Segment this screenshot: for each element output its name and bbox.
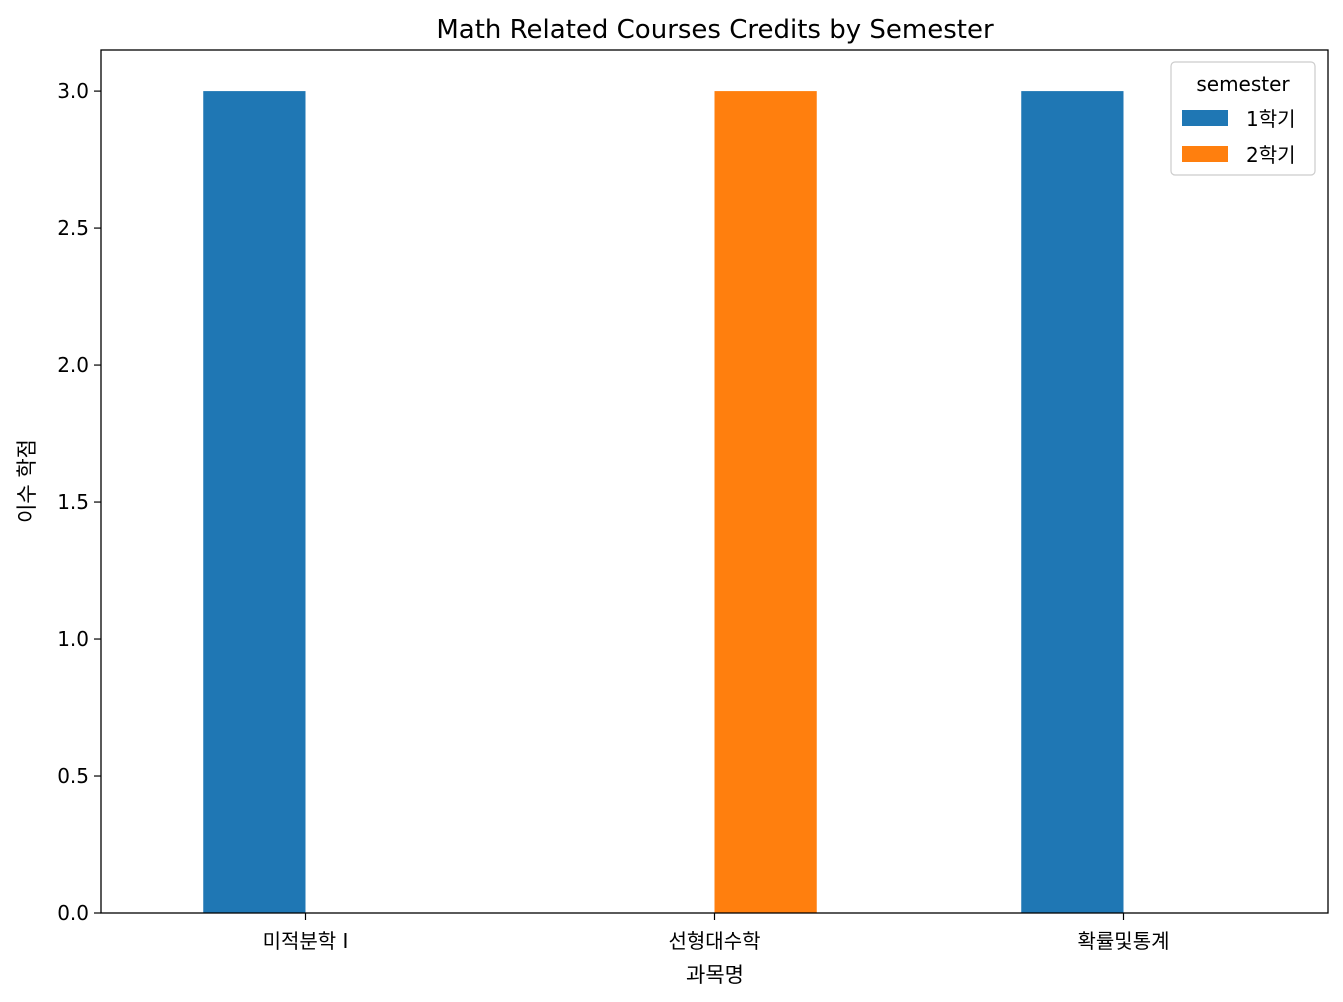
bar-series1-cat1 xyxy=(203,91,306,914)
legend-title: semester xyxy=(1196,72,1290,96)
x-axis-label: 과목명 xyxy=(686,963,744,987)
legend-label-series2: 2학기 xyxy=(1246,143,1296,167)
legend-swatch-series1 xyxy=(1182,110,1228,126)
legend-label-series1: 1학기 xyxy=(1246,107,1296,131)
chart-title: Math Related Courses Credits by Semester xyxy=(436,15,994,45)
bar-series1-cat3 xyxy=(1021,91,1124,914)
legend-items: 1학기 2학기 xyxy=(1182,107,1296,167)
y-tick-label: 0.5 xyxy=(57,764,89,788)
y-tick-label: 3.0 xyxy=(57,79,89,103)
x-tick-label: 선형대수학 xyxy=(669,929,761,953)
y-tick-label: 2.0 xyxy=(57,353,89,377)
bars-group xyxy=(203,91,1124,914)
y-tick-label: 0.0 xyxy=(57,901,89,925)
y-axis: 0.0 0.5 1.0 1.5 2.0 2.5 3.0 xyxy=(57,79,101,925)
legend: semester 1학기 2학기 xyxy=(1170,61,1316,176)
y-tick-label: 1.0 xyxy=(57,627,89,651)
y-axis-label: 이수 학점 xyxy=(15,439,39,523)
legend-swatch-series2 xyxy=(1182,146,1228,162)
x-axis: 미적분학 I 선형대수학 확률및통계 xyxy=(263,913,1170,953)
plot-area: 0.0 0.5 1.0 1.5 2.0 2.5 3.0 미적분학 I 선형대수학 확률및통계 xyxy=(57,49,1329,953)
y-tick-label: 2.5 xyxy=(57,216,89,240)
x-tick-label: 미적분학 I xyxy=(263,929,349,953)
bar-series2-cat2 xyxy=(714,91,817,914)
y-tick-label: 1.5 xyxy=(57,490,89,514)
x-tick-label: 확률및통계 xyxy=(1078,929,1170,953)
